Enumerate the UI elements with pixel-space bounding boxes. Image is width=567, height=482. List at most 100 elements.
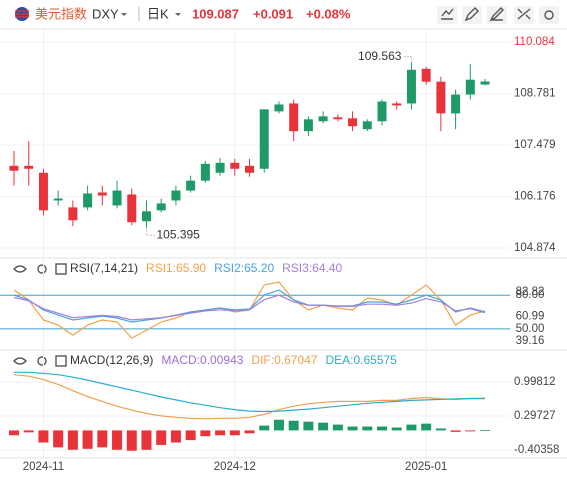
max-label: 109.563 xyxy=(358,49,402,63)
legend-label: RSI3:64.40 xyxy=(282,261,342,275)
gear-icon[interactable] xyxy=(37,264,47,274)
candle-body xyxy=(436,81,446,114)
histogram-bar xyxy=(259,425,270,431)
candle-body xyxy=(406,69,416,104)
candle-body xyxy=(377,101,387,122)
candle-body xyxy=(141,211,151,222)
candle-body xyxy=(215,162,225,173)
indicator-line xyxy=(13,374,486,420)
histogram-bar xyxy=(97,430,108,448)
expand-button[interactable] xyxy=(514,6,534,24)
histogram-bar xyxy=(156,430,167,445)
candle-body xyxy=(303,119,313,132)
y-tick-label: 39.16 xyxy=(516,335,545,347)
y-tick-label: -0.40358 xyxy=(514,444,559,456)
indicator-title: RSI(7,14,21) xyxy=(70,261,138,275)
y-tick-label: 60.99 xyxy=(516,311,545,323)
tool-icon xyxy=(544,10,554,20)
histogram-bar xyxy=(288,420,299,431)
histogram-bar xyxy=(450,430,461,432)
histogram-bar xyxy=(377,426,387,431)
candle-body xyxy=(186,180,196,191)
candle-body xyxy=(97,192,107,196)
add-icon[interactable] xyxy=(55,355,67,367)
histogram-bar xyxy=(362,426,373,431)
legend-label: DIF:0.67047 xyxy=(251,353,317,367)
candle-body xyxy=(259,109,269,169)
candle-body xyxy=(333,117,343,120)
tool-button[interactable] xyxy=(462,6,482,24)
settings-button[interactable] xyxy=(539,6,559,24)
min-label: 105.395 xyxy=(156,228,200,242)
candle-body xyxy=(53,198,63,201)
top-bar: 美元指数 DXY 日K 109.087 +0.091 +0.08% xyxy=(0,6,567,30)
eye-icon[interactable] xyxy=(13,265,27,273)
histogram-bar xyxy=(391,427,402,431)
add-icon[interactable] xyxy=(55,263,67,275)
candle-body xyxy=(68,207,78,221)
tool-button[interactable] xyxy=(437,6,457,24)
candle-body xyxy=(171,190,181,201)
histogram-bar xyxy=(9,430,19,436)
flag-stripes xyxy=(15,10,29,18)
tool-icon xyxy=(489,7,504,22)
indicator-line xyxy=(14,371,486,413)
gear-icon[interactable] xyxy=(37,356,47,366)
histogram-bar xyxy=(141,430,152,450)
symbol-code[interactable]: DXY xyxy=(92,6,119,21)
indicator-line xyxy=(13,289,486,323)
histogram-bar xyxy=(273,419,284,431)
y-tick-label: 0.29727 xyxy=(514,410,556,422)
candle-body xyxy=(230,162,240,169)
indicator-line xyxy=(13,294,486,321)
last-price: 109.087 xyxy=(192,6,239,21)
histogram-bar xyxy=(347,426,358,431)
candle-body xyxy=(24,165,34,169)
candle-body xyxy=(318,116,328,122)
candle-body xyxy=(392,103,402,106)
histogram-bar xyxy=(112,430,123,450)
candle-body xyxy=(38,172,48,211)
histogram-bar xyxy=(332,424,343,431)
y-tick-label: 110.084 xyxy=(514,36,555,48)
candle-body xyxy=(156,203,166,211)
x-tick-label: 2024-12 xyxy=(214,461,256,473)
histogram-bar xyxy=(435,428,446,431)
legend-label: DEA:0.65575 xyxy=(325,353,397,367)
histogram-bar xyxy=(480,429,491,431)
histogram-bar xyxy=(53,430,64,448)
histogram-bar xyxy=(215,430,226,436)
histogram-bar xyxy=(67,430,78,450)
price-change-pct: +0.08% xyxy=(306,6,351,21)
candle-body xyxy=(451,94,461,114)
x-tick-label: 2025-01 xyxy=(405,461,447,473)
histogram-bar xyxy=(170,430,181,443)
y-tick-label: 104.874 xyxy=(514,242,556,254)
panel-icons xyxy=(0,257,567,459)
candle-body xyxy=(289,103,299,132)
candle-body xyxy=(112,190,122,206)
histogram-bar xyxy=(421,423,432,431)
tool-icon xyxy=(441,8,454,20)
candle-body xyxy=(348,118,358,127)
period[interactable]: 日K xyxy=(147,6,169,21)
histogram-bar xyxy=(303,421,314,431)
candle-body xyxy=(480,81,490,85)
symbol-name[interactable]: 美元指数 xyxy=(35,6,87,21)
histogram-bar xyxy=(229,430,240,436)
dropdown-caret[interactable] xyxy=(121,13,127,16)
eye-icon[interactable] xyxy=(13,357,27,365)
dropdown-caret[interactable] xyxy=(175,13,181,16)
legend-label: RSI2:65.20 xyxy=(214,261,274,275)
price-change: +0.091 xyxy=(253,6,293,21)
histogram-bar xyxy=(244,430,255,434)
legend-label: MACD:0.00943 xyxy=(161,353,243,367)
candle-body xyxy=(83,193,93,208)
indicator-title: MACD(12,26,9) xyxy=(70,353,153,367)
histogram-bar xyxy=(23,430,34,433)
candle-body xyxy=(465,79,475,95)
tool-button[interactable] xyxy=(487,6,507,24)
candle-body xyxy=(200,163,210,181)
